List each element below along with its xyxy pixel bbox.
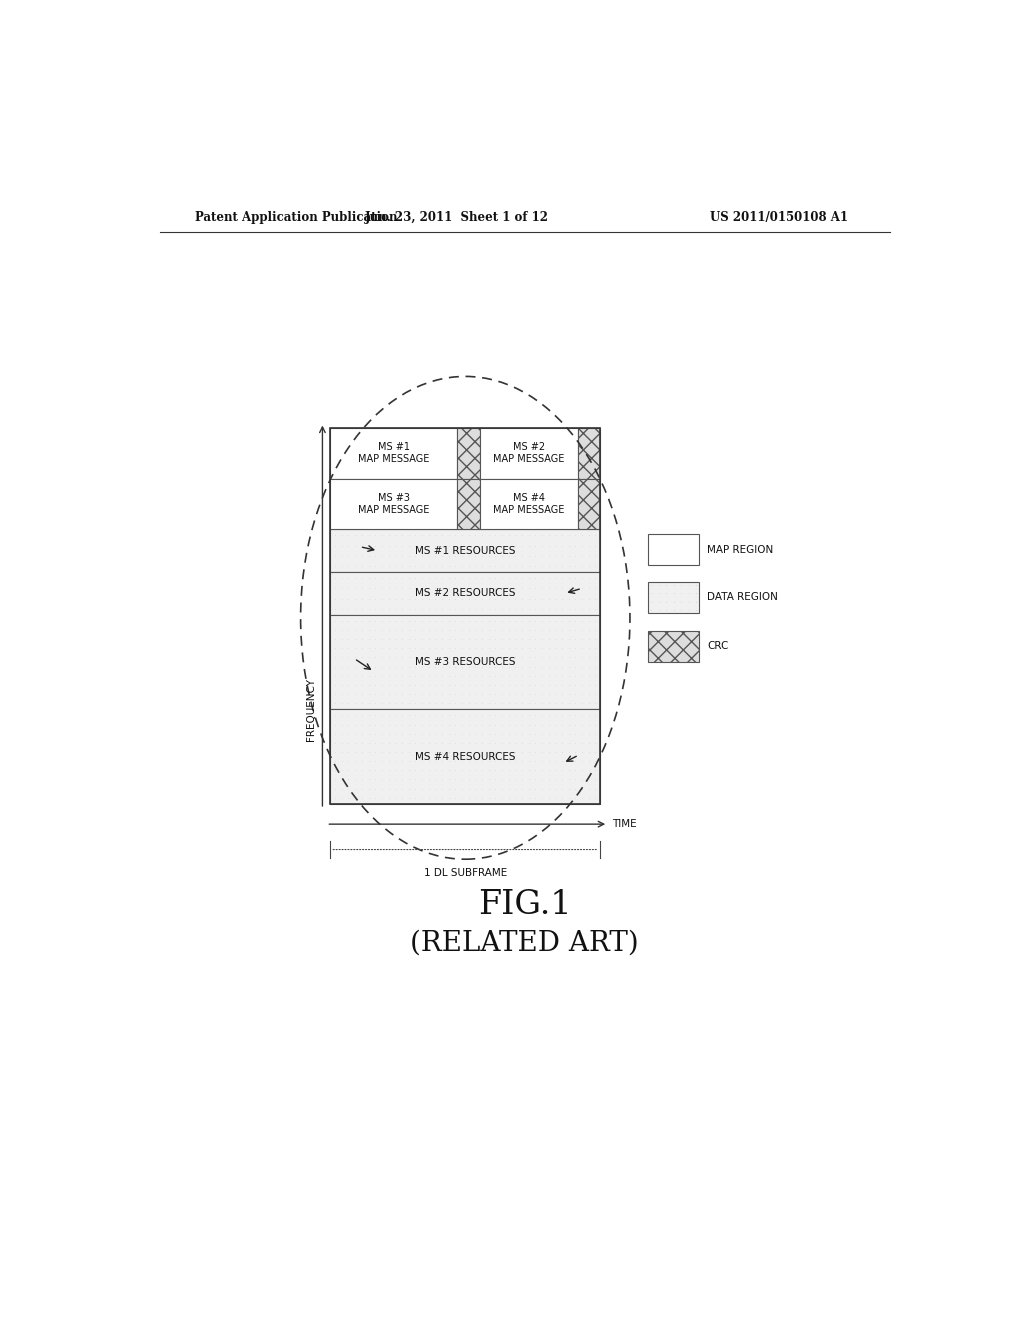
Bar xyxy=(578,479,600,529)
Text: 1 DL SUBFRAME: 1 DL SUBFRAME xyxy=(424,867,507,878)
Bar xyxy=(331,709,600,804)
Text: CRC: CRC xyxy=(708,642,729,651)
Bar xyxy=(648,582,699,612)
Bar xyxy=(331,529,600,572)
Text: MS #1 RESOURCES: MS #1 RESOURCES xyxy=(415,545,515,556)
Text: Jun. 23, 2011  Sheet 1 of 12: Jun. 23, 2011 Sheet 1 of 12 xyxy=(366,211,549,224)
Bar xyxy=(458,428,479,479)
Text: FREQUENCY: FREQUENCY xyxy=(306,678,316,742)
Bar xyxy=(648,631,699,661)
Text: MS #2 RESOURCES: MS #2 RESOURCES xyxy=(415,589,515,598)
Text: TIME: TIME xyxy=(612,820,637,829)
Text: MS #4
MAP MESSAGE: MS #4 MAP MESSAGE xyxy=(494,494,564,515)
Text: MS #4 RESOURCES: MS #4 RESOURCES xyxy=(415,751,515,762)
Bar xyxy=(331,615,600,709)
Text: MS #1
MAP MESSAGE: MS #1 MAP MESSAGE xyxy=(358,442,429,463)
Text: MS #3
MAP MESSAGE: MS #3 MAP MESSAGE xyxy=(358,494,429,515)
Text: FIG.1: FIG.1 xyxy=(478,890,571,921)
Bar xyxy=(331,428,600,804)
Bar xyxy=(479,428,578,479)
Text: MAP REGION: MAP REGION xyxy=(708,545,773,554)
Text: DATA REGION: DATA REGION xyxy=(708,593,778,602)
Bar xyxy=(331,428,458,479)
Bar xyxy=(479,479,578,529)
Bar xyxy=(331,479,458,529)
Bar xyxy=(648,535,699,565)
Text: MS #2
MAP MESSAGE: MS #2 MAP MESSAGE xyxy=(494,442,564,463)
Bar xyxy=(578,428,600,479)
Bar xyxy=(458,479,479,529)
Text: Patent Application Publication: Patent Application Publication xyxy=(196,211,398,224)
Text: MS #3 RESOURCES: MS #3 RESOURCES xyxy=(415,657,515,667)
Bar xyxy=(331,572,600,615)
Text: (RELATED ART): (RELATED ART) xyxy=(411,929,639,957)
Text: US 2011/0150108 A1: US 2011/0150108 A1 xyxy=(710,211,848,224)
